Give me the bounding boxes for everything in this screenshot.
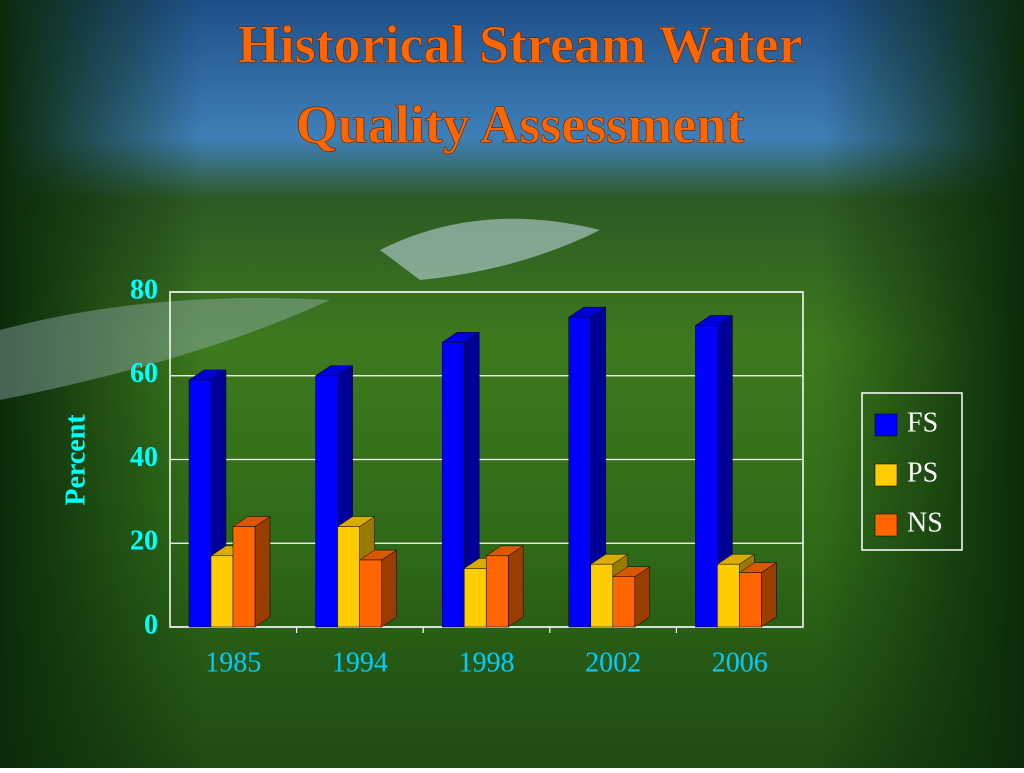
bar-side — [381, 549, 397, 628]
bar-side — [761, 562, 777, 628]
bar — [232, 526, 256, 628]
stream — [380, 218, 600, 280]
legend-label: FS — [907, 407, 938, 438]
bar — [188, 379, 212, 628]
bar — [739, 572, 762, 628]
y-axis-label: Percent — [60, 414, 91, 506]
x-tick-label: 2006 — [712, 647, 768, 678]
stream — [0, 298, 330, 400]
bar — [695, 325, 718, 628]
y-tick-label: 0 — [144, 609, 158, 640]
bar — [612, 576, 636, 628]
legend-label: NS — [907, 507, 943, 538]
legend-label: PS — [907, 457, 938, 488]
legend-box — [861, 392, 963, 551]
bar-side — [507, 545, 524, 628]
bar — [485, 555, 509, 628]
bar — [315, 375, 338, 628]
bar — [337, 526, 360, 628]
bar — [210, 555, 234, 628]
bar — [463, 568, 487, 628]
bar — [590, 563, 614, 628]
y-tick-label: 80 — [130, 274, 158, 305]
y-tick-label: 20 — [130, 526, 158, 557]
x-tick-label: 2002 — [585, 647, 641, 678]
x-tick-label: 1998 — [459, 647, 515, 678]
y-tick-label: 60 — [130, 358, 158, 389]
chart-title: Historical Stream Water — [238, 14, 803, 74]
legend-swatch — [874, 513, 898, 537]
bar — [568, 316, 592, 628]
bar-side — [634, 566, 651, 628]
bar — [359, 559, 382, 628]
x-tick-label: 1994 — [332, 647, 388, 678]
bar — [717, 563, 740, 628]
legend-swatch — [874, 413, 898, 437]
chart-title: Quality Assessment — [296, 94, 745, 154]
x-tick-label: 1985 — [205, 647, 261, 678]
bar — [441, 342, 465, 628]
bar-side — [254, 516, 271, 628]
legend-swatch — [874, 463, 898, 487]
y-tick-label: 40 — [130, 442, 158, 473]
